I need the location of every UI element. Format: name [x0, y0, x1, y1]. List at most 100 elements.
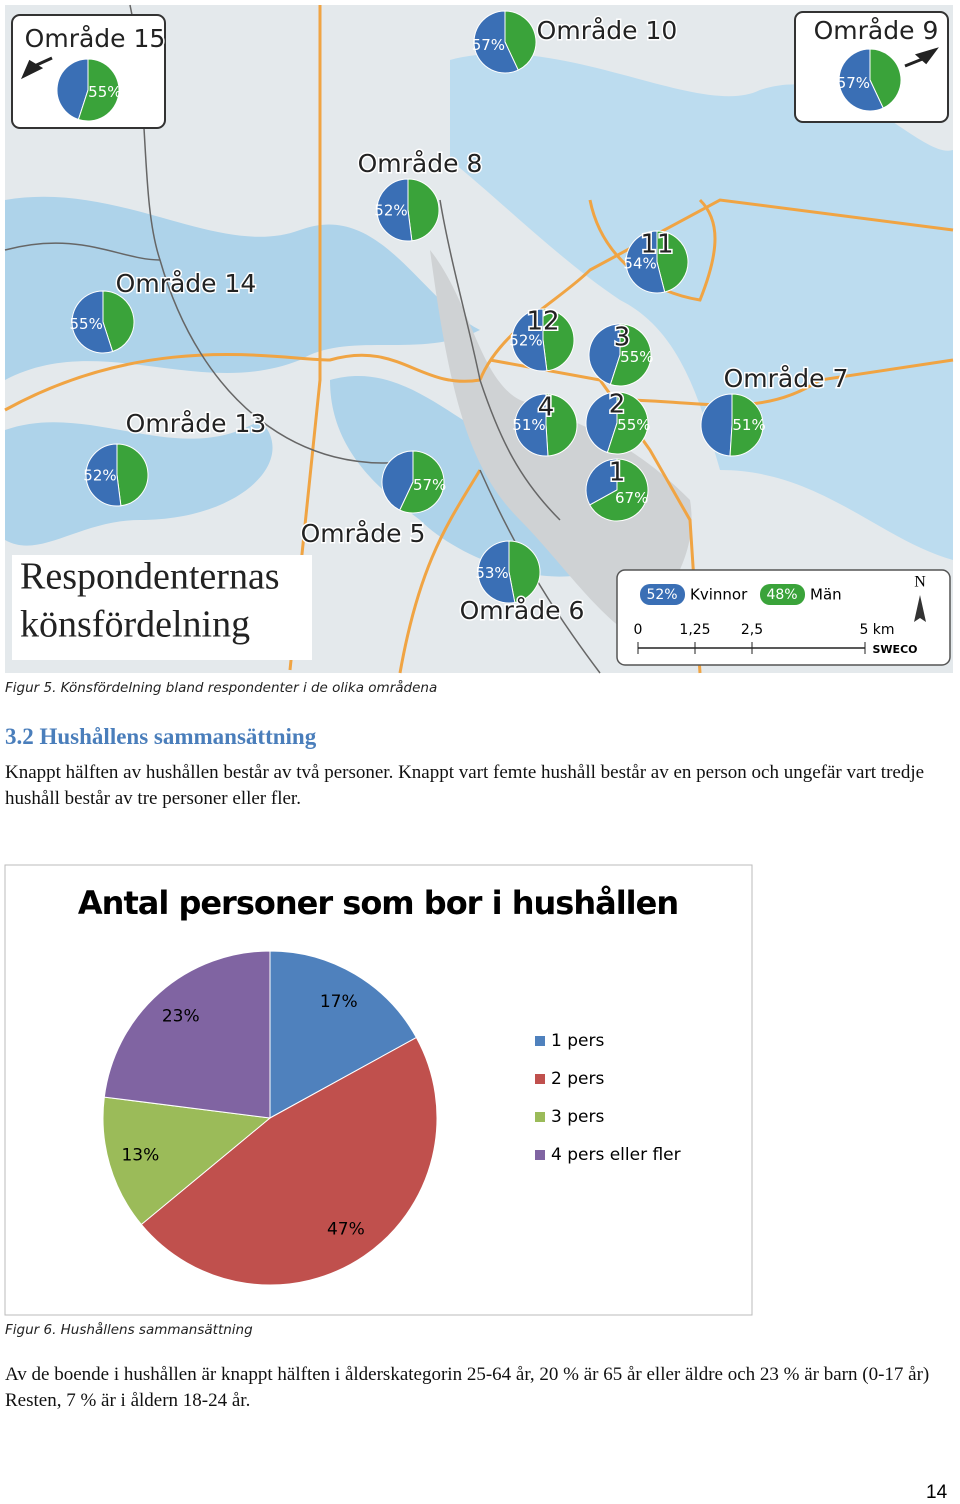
data-label: 17% — [320, 992, 358, 1012]
area-name: Område 5 — [301, 519, 426, 548]
scale-label: 5 km — [859, 622, 894, 638]
pie-label: 67% — [615, 489, 648, 507]
area-name: Område 13 — [126, 409, 267, 438]
pie-slice-rest — [588, 323, 621, 386]
pie-slice — [77, 58, 120, 122]
area-name: 12 — [526, 307, 559, 337]
map-title: Respondenternas — [20, 556, 280, 598]
pie-label: 57% — [413, 476, 446, 494]
pie-slice — [625, 230, 666, 294]
pie-slice-rest — [407, 178, 440, 242]
pie-label: 54% — [623, 255, 656, 273]
pie-label: 52% — [374, 202, 407, 220]
pie-label: 51% — [732, 416, 765, 434]
paragraph: Av de boende i hushållen är knappt hälft… — [5, 1364, 930, 1411]
pie-label: 52% — [83, 467, 116, 485]
area-name: Område 10 — [537, 16, 678, 45]
pie-slice — [514, 393, 549, 457]
area-name: Område 9 — [814, 16, 939, 45]
pie-label: 51% — [512, 416, 545, 434]
area-name: 4 — [538, 393, 555, 423]
legend-value: 52% — [646, 587, 677, 603]
pie-label: 57% — [837, 74, 870, 92]
section-heading: 3.2 Hushållens sammansättning — [5, 724, 317, 749]
pie-slice-rest — [585, 458, 618, 506]
pie-slice-rest — [504, 10, 537, 71]
pie-slice-rest — [508, 540, 541, 604]
pie-slice — [399, 450, 445, 514]
pie-slice — [606, 391, 649, 455]
pie-slice — [589, 458, 649, 522]
area-name: Område 14 — [116, 269, 257, 298]
pie-label: 55% — [69, 315, 102, 333]
pie-slice — [140, 1036, 438, 1286]
pie-slice — [609, 323, 652, 387]
area-name: 11 — [640, 230, 673, 260]
pie-slice — [103, 950, 271, 1119]
area-name: 1 — [609, 458, 626, 488]
legend-label: 2 pers — [551, 1069, 604, 1089]
pie-slice-rest — [381, 450, 414, 511]
pie-label: 52% — [509, 332, 542, 350]
pie-slice-rest — [869, 48, 902, 109]
legend-swatch — [760, 584, 805, 605]
pie-slice-rest — [585, 391, 618, 454]
map-title: könsfördelning — [20, 604, 250, 646]
scale-label: 1,25 — [679, 622, 710, 638]
pie-slice-rest — [102, 290, 135, 353]
pie-slice-rest — [542, 308, 575, 372]
pie-slice-rest — [656, 230, 689, 293]
pie-slice — [729, 393, 764, 457]
pie-label: 55% — [88, 83, 121, 101]
pie-slice — [838, 48, 884, 112]
legend-swatch — [640, 584, 685, 605]
area-name: Område 6 — [460, 596, 585, 625]
pie-slice-rest — [56, 58, 89, 121]
pie-slice — [71, 290, 114, 354]
area-name: 3 — [614, 323, 631, 353]
area-name: Område 8 — [358, 149, 483, 178]
map-background — [4, 4, 954, 674]
data-label: 13% — [121, 1146, 159, 1166]
area-name: Område 15 — [25, 24, 166, 53]
pie-slice — [85, 443, 122, 507]
figure-caption: Figur 5. Könsfördelning bland respondent… — [5, 680, 438, 696]
brand: SWECO — [873, 643, 918, 656]
legend-swatch — [535, 1036, 545, 1046]
legend-label: 3 pers — [551, 1107, 604, 1127]
legend-label: 4 pers eller fler — [551, 1145, 681, 1165]
pie-label: 57% — [472, 36, 505, 54]
scale-label: 0 — [634, 622, 643, 638]
legend-label: Män — [810, 586, 842, 604]
pie-slice — [477, 540, 516, 604]
pie-slice — [473, 10, 519, 74]
legend-swatch — [535, 1112, 545, 1122]
pie-slice — [511, 308, 548, 372]
pie-slice — [376, 178, 413, 242]
legend-swatch — [535, 1074, 545, 1084]
legend-label: Kvinnor — [690, 586, 748, 604]
scale-label: 2,5 — [741, 622, 763, 638]
area-name: Område 7 — [724, 364, 849, 393]
legend-label: 1 pers — [551, 1031, 604, 1051]
paragraph: Knappt hälften av hushållen består av tv… — [5, 762, 925, 809]
chart-title: Antal personer som bor i hushållen — [78, 884, 678, 922]
pie-label: 53% — [475, 564, 508, 582]
pie-label: 55% — [617, 416, 650, 434]
pie-slice-rest — [545, 393, 578, 457]
pie-slice-rest — [116, 443, 149, 507]
pie-slice-rest — [700, 393, 733, 457]
pie-label: 55% — [620, 348, 653, 366]
data-label: 23% — [162, 1007, 200, 1027]
figure-caption: Figur 6. Hushållens sammansättning — [5, 1322, 253, 1338]
data-label: 47% — [327, 1220, 365, 1240]
pie-slice — [269, 950, 418, 1119]
legend-value: 48% — [766, 587, 797, 603]
north-label: N — [914, 574, 926, 591]
legend-swatch — [535, 1150, 545, 1160]
pie-slice — [102, 1096, 272, 1226]
area-name: 2 — [609, 390, 626, 420]
page-number: 14 — [926, 1482, 948, 1503]
